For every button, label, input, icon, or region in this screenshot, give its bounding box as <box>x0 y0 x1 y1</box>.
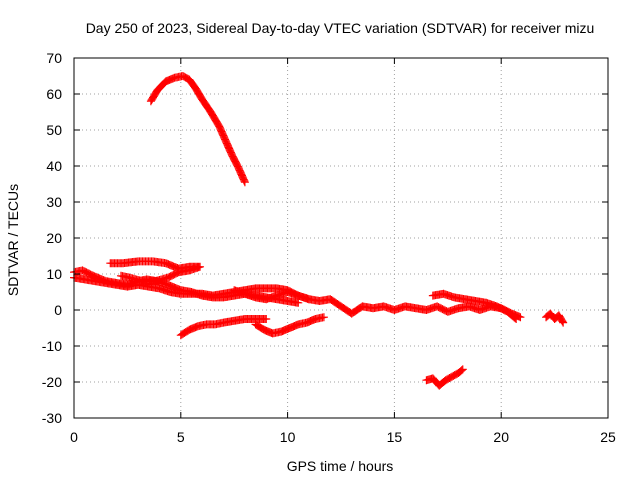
x-tick-label: 0 <box>70 429 78 445</box>
y-tick-label: -10 <box>42 338 62 354</box>
data-point <box>457 366 466 375</box>
data-point <box>511 314 520 323</box>
series-arc-low-2 <box>251 313 328 338</box>
series-arc-neg20 <box>422 365 467 390</box>
y-axis-label: SDTVAR / TECUs <box>5 184 21 296</box>
data-point <box>559 318 568 327</box>
series-arc-high <box>146 72 249 187</box>
y-tick-label: -30 <box>42 410 62 426</box>
series-arc-end <box>542 309 568 327</box>
data-point <box>240 178 249 187</box>
data-layer <box>70 72 568 390</box>
data-point <box>512 315 521 323</box>
y-tick-label: 0 <box>54 302 62 318</box>
x-tick-label: 10 <box>280 429 296 445</box>
y-tick-label: 70 <box>46 50 62 66</box>
x-tick-label: 5 <box>177 429 185 445</box>
y-tick-label: -20 <box>42 374 62 390</box>
data-point <box>319 313 328 322</box>
y-tick-label: 10 <box>46 266 62 282</box>
data-point <box>558 317 567 326</box>
x-axis-label: GPS time / hours <box>287 458 394 474</box>
y-tick-label: 50 <box>46 122 62 138</box>
x-tick-label: 25 <box>600 429 616 445</box>
x-tick-label: 20 <box>493 429 509 445</box>
chart-title: Day 250 of 2023, Sidereal Day-to-day VTE… <box>86 20 595 36</box>
y-tick-label: 40 <box>46 158 62 174</box>
y-tick-label: 20 <box>46 230 62 246</box>
y-tick-label: 60 <box>46 86 62 102</box>
grid-lines <box>74 58 608 418</box>
data-point <box>294 298 303 307</box>
y-tick-label: 30 <box>46 194 62 210</box>
series-arc-low-1 <box>176 315 271 340</box>
x-tick-label: 15 <box>387 429 403 445</box>
data-point <box>262 315 271 323</box>
data-point <box>458 365 467 374</box>
axis-ticks: -30 -20 -10 0 10 20 30 40 50 60 70 0 5 10 15 20 25 <box>42 50 616 445</box>
series-arc-late <box>428 289 521 323</box>
data-point <box>116 271 125 280</box>
